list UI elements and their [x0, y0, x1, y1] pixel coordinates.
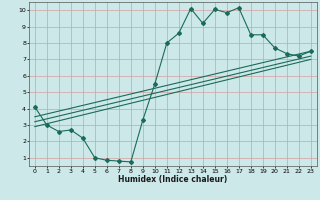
- X-axis label: Humidex (Indice chaleur): Humidex (Indice chaleur): [118, 175, 228, 184]
